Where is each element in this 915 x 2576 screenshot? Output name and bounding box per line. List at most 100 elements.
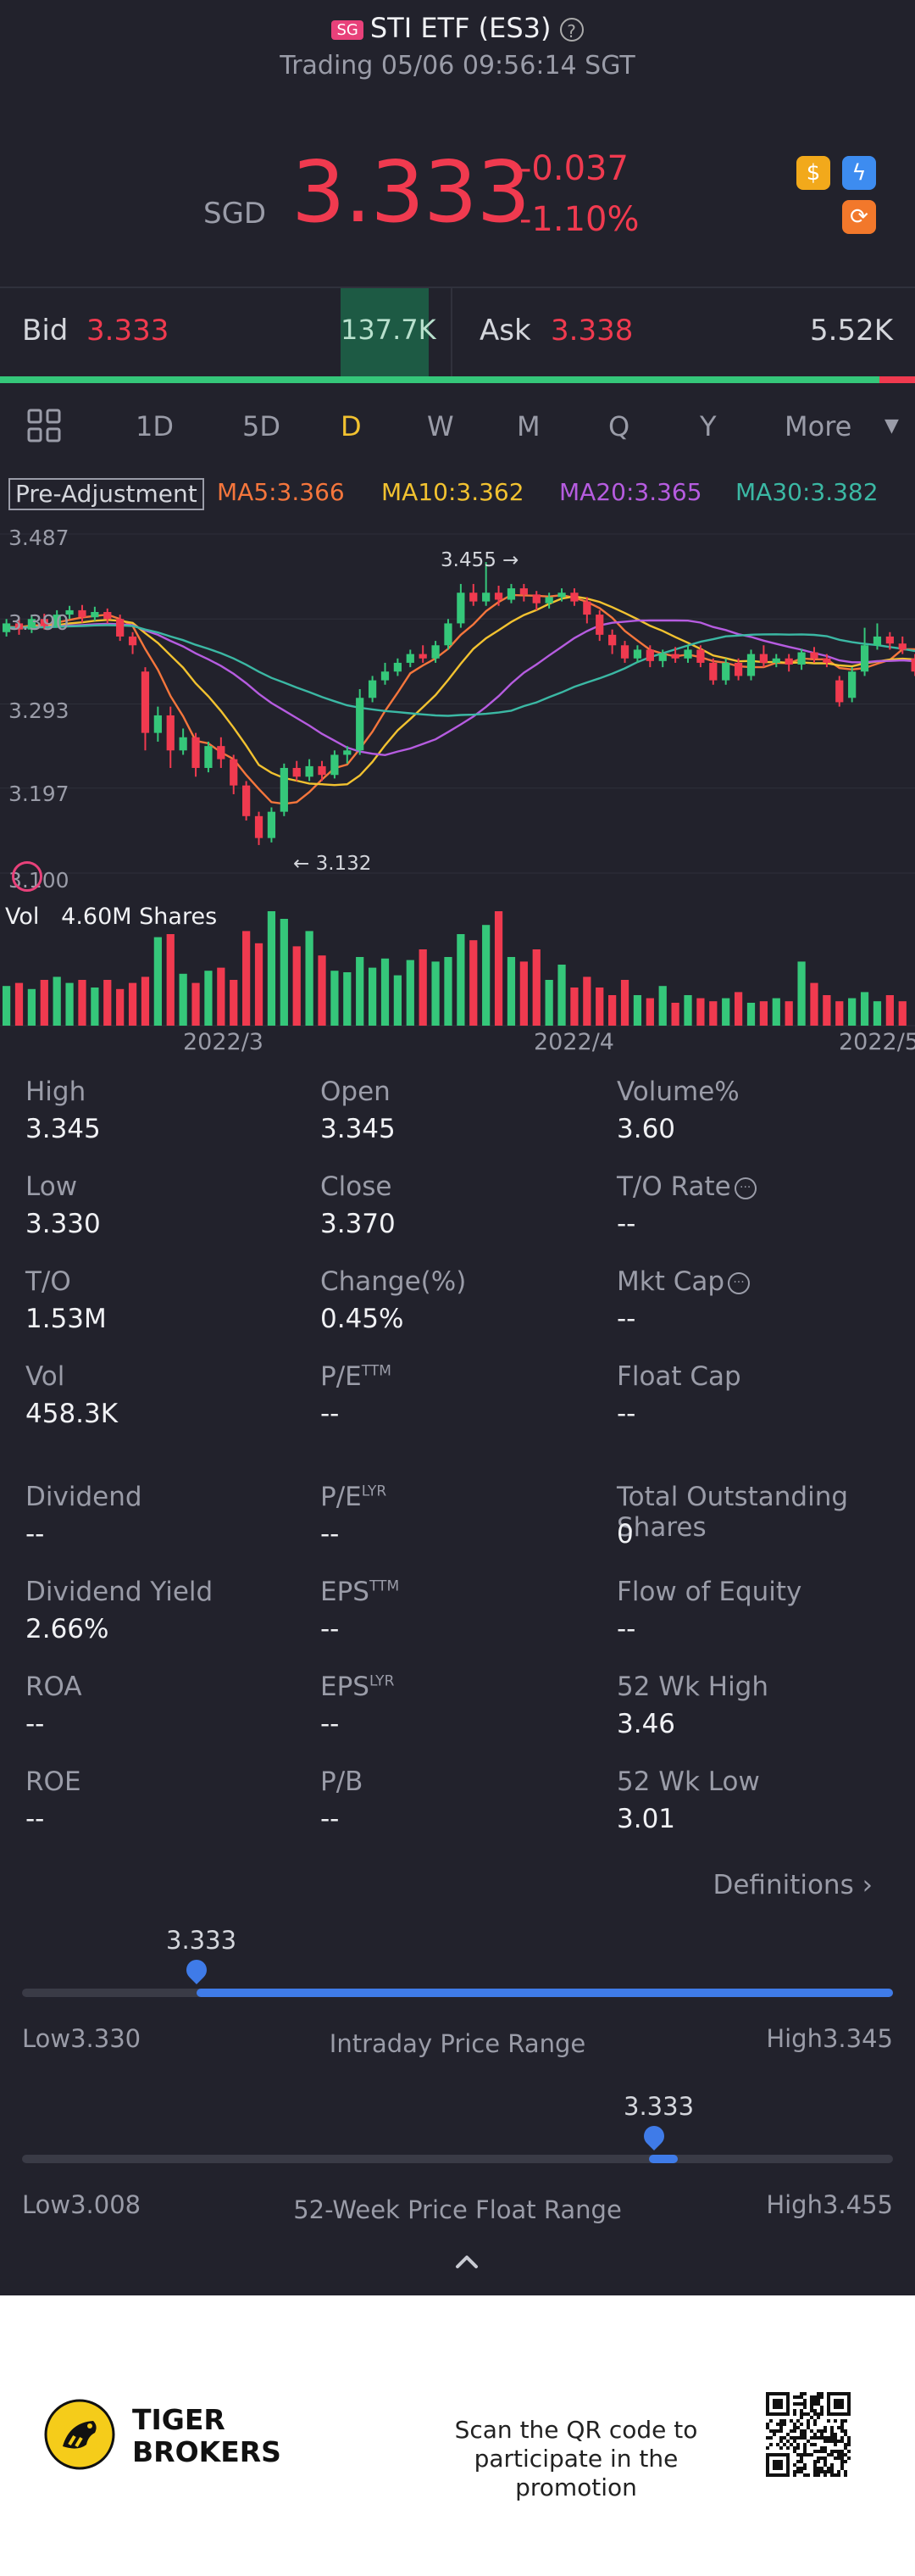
brand-name: TIGER BROKERS — [132, 2404, 281, 2468]
tab-1d[interactable]: 1D — [136, 410, 174, 442]
qr-module — [810, 2409, 813, 2412]
volume-bar — [823, 995, 831, 1026]
candle-body — [772, 658, 780, 663]
qr-module — [824, 2440, 827, 2443]
exchange-icon[interactable]: ⟳ — [842, 200, 876, 234]
volume-bar — [419, 949, 427, 1026]
intraday-range-label: Intraday Price Range — [329, 2029, 586, 2058]
qr-module — [810, 2395, 813, 2399]
qr-module — [800, 2467, 803, 2470]
stat-value: 3.370 — [320, 1209, 396, 1239]
qr-module — [793, 2395, 796, 2399]
price-chart[interactable] — [0, 517, 915, 1043]
intraday-low: Low3.330 — [22, 2024, 141, 2053]
qr-module — [824, 2463, 827, 2467]
ask-volume: 5.52K — [810, 314, 893, 348]
qr-module — [840, 2440, 844, 2443]
qr-module — [830, 2429, 834, 2433]
qr-module — [830, 2473, 834, 2477]
candle-body — [78, 609, 86, 618]
tab-m[interactable]: M — [517, 410, 541, 442]
chevron-up-icon[interactable] — [452, 2251, 481, 2272]
qr-module — [796, 2453, 800, 2456]
volume-bar — [431, 961, 440, 1026]
tab-q[interactable]: Q — [608, 410, 630, 442]
qr-module — [800, 2409, 803, 2412]
qr-module — [810, 2416, 813, 2419]
promo-line-2: participate in the promotion — [474, 2445, 679, 2501]
definitions-link[interactable]: Definitions › — [713, 1870, 873, 1900]
stat-value: 3.330 — [25, 1209, 101, 1239]
tab-5d[interactable]: 5D — [242, 410, 280, 442]
qr-module — [844, 2453, 847, 2456]
qr-module — [796, 2426, 800, 2429]
dollar-icon[interactable]: $ — [796, 156, 830, 190]
candle-body — [658, 654, 667, 661]
volume-bar — [608, 995, 617, 1026]
qr-module — [817, 2470, 820, 2473]
stat-label: T/O Rate ··· — [617, 1171, 757, 1202]
definitions-label: Definitions — [713, 1870, 854, 1900]
event-marker-icon[interactable] — [12, 861, 42, 892]
candle-body — [557, 593, 566, 598]
high-marker-value: 3.455 — [441, 549, 496, 571]
candle-body — [380, 671, 390, 681]
qr-module — [810, 2402, 813, 2406]
qr-module — [807, 2473, 810, 2477]
tab-d[interactable]: D — [341, 410, 362, 442]
qr-module — [834, 2436, 837, 2440]
stat-value: 458.3K — [25, 1399, 119, 1429]
qr-module — [793, 2463, 796, 2467]
candle-body — [419, 654, 427, 659]
qr-module — [817, 2450, 820, 2453]
caret-down-icon[interactable]: ▼ — [884, 415, 899, 437]
stat-value: -- — [617, 1614, 636, 1644]
pre-adjustment-button[interactable]: Pre-Adjustment — [8, 478, 204, 510]
qr-module — [793, 2450, 796, 2453]
bid-volume-bar — [341, 288, 429, 376]
qr-module — [773, 2433, 776, 2436]
candle-body — [823, 658, 831, 663]
week52-pin-icon — [640, 2122, 668, 2150]
info-more-icon[interactable]: ··· — [734, 1177, 757, 1199]
stat-value: 3.46 — [617, 1709, 676, 1739]
tab-w[interactable]: W — [427, 410, 454, 442]
qr-module — [834, 2473, 837, 2477]
volume-bar — [759, 1001, 768, 1026]
volume-bar — [898, 1001, 907, 1026]
candle-body — [406, 654, 414, 663]
ma30-label: MA30:3.382 — [735, 478, 879, 506]
qr-module — [786, 2433, 790, 2436]
qr-module — [820, 2412, 824, 2416]
qr-module — [790, 2429, 793, 2433]
qr-module — [803, 2467, 807, 2470]
candle-body — [431, 645, 440, 659]
tab-y[interactable]: Y — [700, 410, 717, 442]
volume-bar — [53, 976, 61, 1026]
question-circle-icon[interactable]: ? — [559, 18, 584, 42]
stat-label: Total Outstanding Shares — [617, 1482, 849, 1543]
volume-bar — [330, 971, 339, 1026]
info-more-icon[interactable]: ··· — [728, 1271, 751, 1294]
flash-icon[interactable]: ϟ — [842, 156, 876, 190]
low-price-marker: ← 3.132 — [293, 853, 371, 875]
qr-module — [817, 2399, 820, 2402]
qr-module — [820, 2446, 824, 2450]
qr-module — [817, 2436, 820, 2440]
stat-label: ROE — [25, 1766, 81, 1797]
volume-bar — [671, 1003, 679, 1026]
qr-code[interactable] — [766, 2392, 851, 2477]
qr-module — [840, 2453, 844, 2456]
qr-module — [844, 2443, 847, 2446]
qr-module — [813, 2399, 817, 2402]
candle-body — [469, 593, 478, 602]
layout-grid-icon[interactable] — [25, 407, 63, 444]
qr-module — [824, 2460, 827, 2463]
price-change: -0.037 — [519, 149, 629, 188]
qr-module — [779, 2426, 783, 2429]
qr-module — [793, 2429, 796, 2433]
qr-module — [800, 2436, 803, 2440]
qr-module — [800, 2429, 803, 2433]
volume-bar — [103, 980, 112, 1026]
tab-more[interactable]: More — [785, 410, 852, 442]
